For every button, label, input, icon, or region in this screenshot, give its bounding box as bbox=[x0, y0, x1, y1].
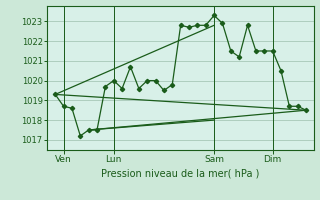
X-axis label: Pression niveau de la mer( hPa ): Pression niveau de la mer( hPa ) bbox=[101, 168, 260, 178]
